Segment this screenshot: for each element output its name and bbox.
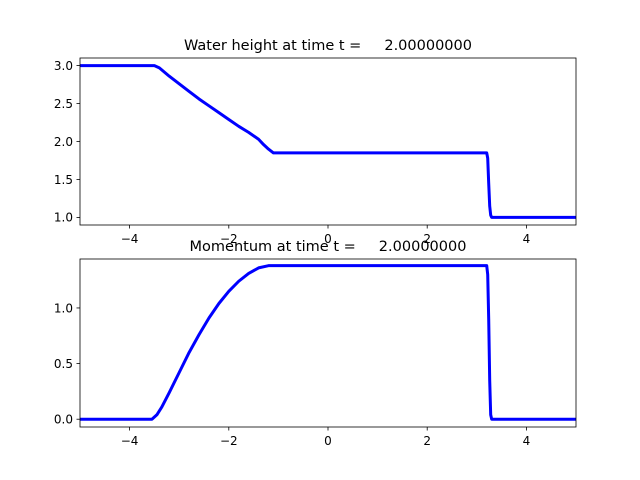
water-height-y-tick-label: 2.0 bbox=[54, 135, 73, 149]
water-height-title: Water height at time t = 2.00000000 bbox=[184, 38, 472, 54]
water-height-plot-area bbox=[80, 58, 576, 225]
water-height-y-tick-label: 1.5 bbox=[54, 173, 73, 187]
momentum-title: Momentum at time t = 2.00000000 bbox=[190, 239, 467, 255]
water-height-y-tick-label: 2.5 bbox=[54, 97, 73, 111]
momentum-y-tick-label: 0.5 bbox=[54, 357, 73, 371]
water-height-x-tick-label: 0 bbox=[324, 232, 332, 246]
momentum-x-tick-label: 0 bbox=[324, 434, 332, 448]
water-height-y-tick-label: 3.0 bbox=[54, 59, 73, 73]
water-height-x-tick-label: 2 bbox=[423, 232, 431, 246]
water-height-series-line bbox=[80, 64, 576, 219]
momentum-y-tick-label: 1.0 bbox=[54, 301, 73, 315]
momentum-x-tick-label: −2 bbox=[220, 434, 238, 448]
momentum-x-tick-label: −4 bbox=[121, 434, 139, 448]
momentum-x-tick-label: 2 bbox=[423, 434, 431, 448]
momentum-series-line bbox=[80, 264, 576, 421]
momentum-plot-area bbox=[80, 259, 576, 427]
water-height-axes: −4 −2 0 2 4 1.0 1.5 2.0 2.5 3.0 bbox=[54, 57, 577, 246]
momentum-axes: −4 −2 0 2 4 0.0 0.5 1.0 bbox=[54, 258, 577, 448]
water-height-x-tick-label: 4 bbox=[523, 232, 531, 246]
water-height-x-tick-label: −2 bbox=[220, 232, 238, 246]
water-height-x-tick-label: −4 bbox=[121, 232, 139, 246]
water-height-y-tick-label: 1.0 bbox=[54, 211, 73, 225]
momentum-y-tick-label: 0.0 bbox=[54, 413, 73, 427]
momentum-x-tick-label: 4 bbox=[523, 434, 531, 448]
